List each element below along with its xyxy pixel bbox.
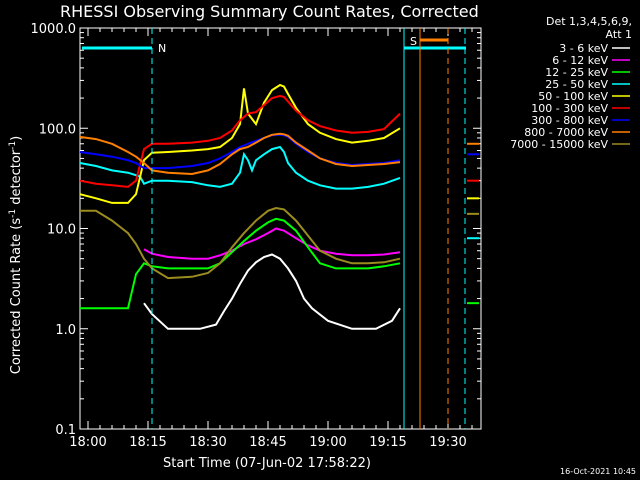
series-line-3 bbox=[79, 145, 401, 190]
legend-label: 800 - 7000 keV bbox=[524, 126, 608, 139]
legend-label: 50 - 100 keV bbox=[538, 90, 608, 103]
legend-label: 3 - 6 keV bbox=[559, 42, 608, 55]
x-tick-label: 18:00 bbox=[69, 435, 106, 450]
legend-label: 300 - 800 keV bbox=[531, 114, 608, 127]
series-line-2 bbox=[80, 217, 401, 310]
x-tick-label: 18:15 bbox=[129, 435, 166, 450]
legend-header-line-1: Det 1,3,4,5,6,9, bbox=[546, 15, 632, 28]
legend-header-line-2: Att 1 bbox=[606, 28, 632, 41]
y-axis-label-main: Corrected Count Rate (s bbox=[9, 218, 24, 375]
flag-label-s: S bbox=[410, 35, 417, 48]
x-tick-label: 19:15 bbox=[369, 435, 406, 450]
footer-timestamp: 16-Oct-2021 10:45 bbox=[560, 467, 636, 476]
y-axis-label-sup-2: -1 bbox=[8, 141, 18, 150]
y-tick-label: 100.0 bbox=[39, 122, 76, 137]
series-line-7 bbox=[79, 132, 401, 176]
legend-label: 6 - 12 keV bbox=[552, 54, 608, 67]
series-line-4 bbox=[79, 83, 401, 204]
legend-label: 12 - 25 keV bbox=[545, 66, 608, 79]
y-axis-label-end: ) bbox=[9, 136, 24, 141]
flag-label-n: N bbox=[158, 42, 166, 55]
y-tick-label: 1000.0 bbox=[31, 22, 77, 37]
y-tick-label: 0.1 bbox=[55, 423, 76, 438]
series-line-0 bbox=[143, 253, 401, 330]
chart-title: RHESSI Observing Summary Count Rates, Co… bbox=[60, 2, 479, 21]
series-line-8 bbox=[80, 206, 401, 280]
legend-label: 7000 - 15000 keV bbox=[510, 138, 608, 151]
y-axis-label: Corrected Count Rate (s-1 detector-1) bbox=[8, 136, 24, 374]
x-axis-label: Start Time (07-Jun-02 17:58:22) bbox=[163, 456, 371, 471]
legend-label: 100 - 300 keV bbox=[531, 102, 608, 115]
x-tick-label: 18:30 bbox=[189, 435, 226, 450]
y-tick-label: 1.0 bbox=[55, 323, 76, 338]
x-tick-label: 19:30 bbox=[429, 435, 466, 450]
plot-frame bbox=[79, 27, 482, 430]
y-axis-label-mid: detector bbox=[9, 149, 24, 209]
y-axis-label-sup-1: -1 bbox=[8, 209, 18, 218]
legend-label: 25 - 50 keV bbox=[545, 78, 608, 91]
x-tick-label: 18:45 bbox=[249, 435, 286, 450]
x-tick-label: 19:00 bbox=[309, 435, 346, 450]
legend: Det 1,3,4,5,6,9, Att 1 bbox=[546, 15, 632, 41]
y-tick-label: 10.0 bbox=[47, 223, 76, 238]
series-line-1 bbox=[143, 227, 401, 260]
